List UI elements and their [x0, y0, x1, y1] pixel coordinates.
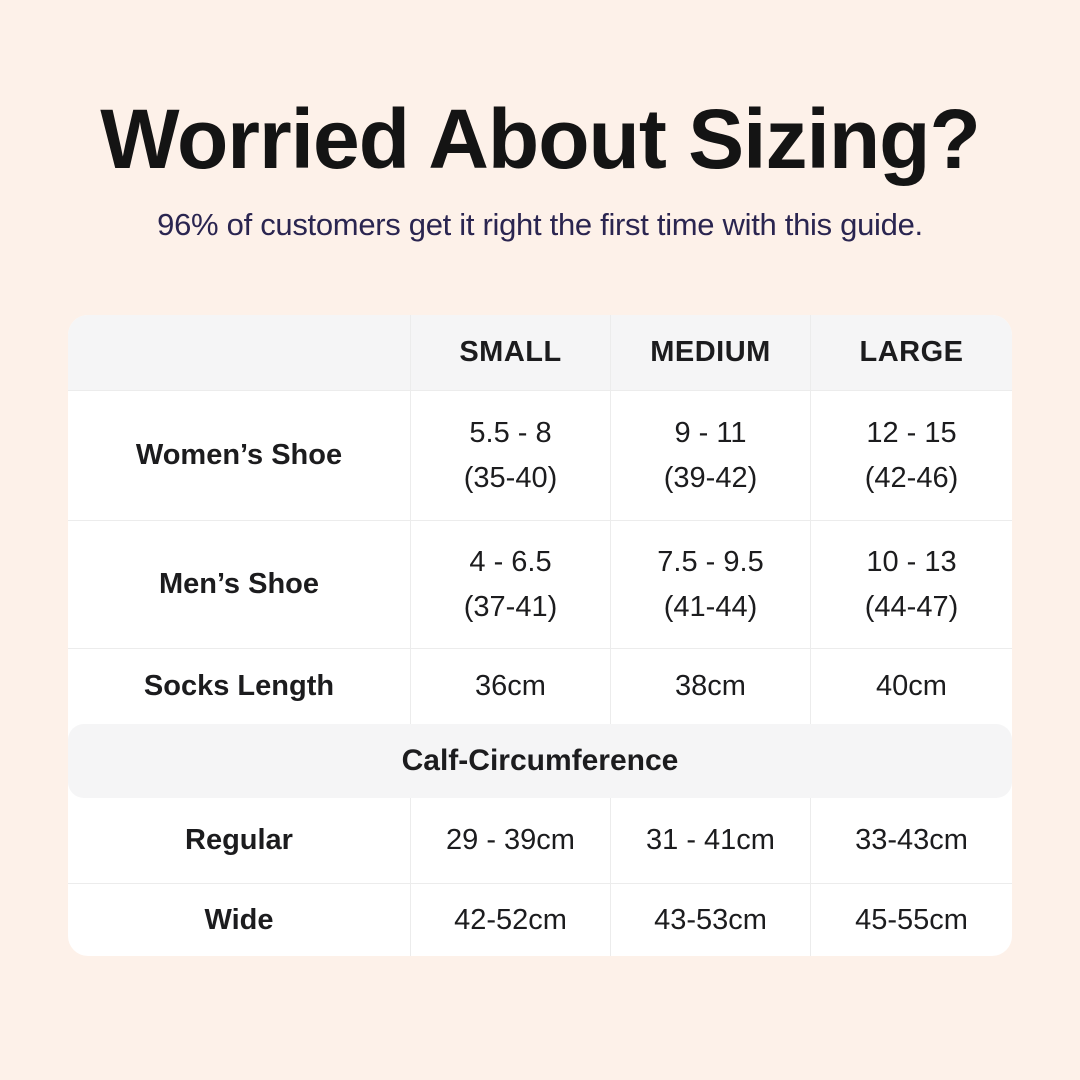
table-cell-womens-medium: 9 - 11 (39-42) [610, 391, 810, 520]
table-row-wide: Wide 42-52cm 43-53cm 45-55cm [68, 883, 1012, 956]
row-label-wide: Wide [204, 903, 274, 936]
eu-size-range: (41-44) [663, 590, 758, 623]
size-table: SMALL MEDIUM LARGE Women’s Shoe 5.5 - 8 … [68, 315, 1012, 956]
table-row-regular: Regular 29 - 39cm 31 - 41cm 33-43cm [68, 798, 1012, 883]
column-header-large: LARGE [810, 315, 1012, 390]
size-range: 4 - 6.5 [469, 545, 552, 578]
size-range: 7.5 - 9.5 [657, 545, 764, 578]
eu-size-range: (42-46) [864, 461, 959, 494]
column-header-small: SMALL [410, 315, 610, 390]
row-label-socks-length: Socks Length [143, 670, 335, 703]
size-range: 10 - 13 [866, 545, 957, 578]
table-cell-mens-large: 10 - 13 (44-47) [810, 521, 1012, 648]
table-cell-womens-small: 5.5 - 8 (35-40) [410, 391, 610, 520]
table-cell-wide-small: 42-52cm [410, 884, 610, 956]
table-cell-regular-medium: 31 - 41cm [610, 798, 810, 883]
table-cell-mens-medium: 7.5 - 9.5 (41-44) [610, 521, 810, 648]
section-title: Calf-Circumference [401, 744, 679, 777]
table-cell-socks-small: 36cm [410, 649, 610, 724]
table-cell-socks-large: 40cm [810, 649, 1012, 724]
row-label-womens-shoe: Women’s Shoe [135, 439, 343, 472]
size-range: 5.5 - 8 [469, 416, 552, 449]
page-subtitle: 96% of customers get it right the first … [157, 207, 923, 242]
table-cell-mens-small: 4 - 6.5 (37-41) [410, 521, 610, 648]
table-cell-wide-large: 45-55cm [810, 884, 1012, 956]
table-cell-regular-small: 29 - 39cm [410, 798, 610, 883]
table-row-socks-length: Socks Length 36cm 38cm 40cm [68, 648, 1012, 724]
corner-cell [68, 315, 410, 390]
eu-size-range: (37-41) [463, 590, 558, 623]
eu-size-range: (44-47) [864, 590, 959, 623]
table-cell-wide-medium: 43-53cm [610, 884, 810, 956]
row-label-mens-shoe: Men’s Shoe [158, 568, 320, 601]
table-row-mens-shoe: Men’s Shoe 4 - 6.5 (37-41) 7.5 - 9.5 (41… [68, 520, 1012, 648]
eu-size-range: (39-42) [663, 461, 758, 494]
table-cell-womens-large: 12 - 15 (42-46) [810, 391, 1012, 520]
table-header-row: SMALL MEDIUM LARGE [68, 315, 1012, 390]
calf-circumference-band: Calf-Circumference [68, 724, 1012, 798]
table-cell-socks-medium: 38cm [610, 649, 810, 724]
table-row-womens-shoe: Women’s Shoe 5.5 - 8 (35-40) 9 - 11 (39-… [68, 390, 1012, 520]
size-range: 9 - 11 [674, 416, 747, 449]
row-label-regular: Regular [185, 824, 293, 857]
eu-size-range: (35-40) [463, 461, 558, 494]
table-cell-regular-large: 33-43cm [810, 798, 1012, 883]
column-header-medium: MEDIUM [610, 315, 810, 390]
page-title: Worried About Sizing? [100, 92, 981, 186]
size-range: 12 - 15 [866, 416, 957, 449]
